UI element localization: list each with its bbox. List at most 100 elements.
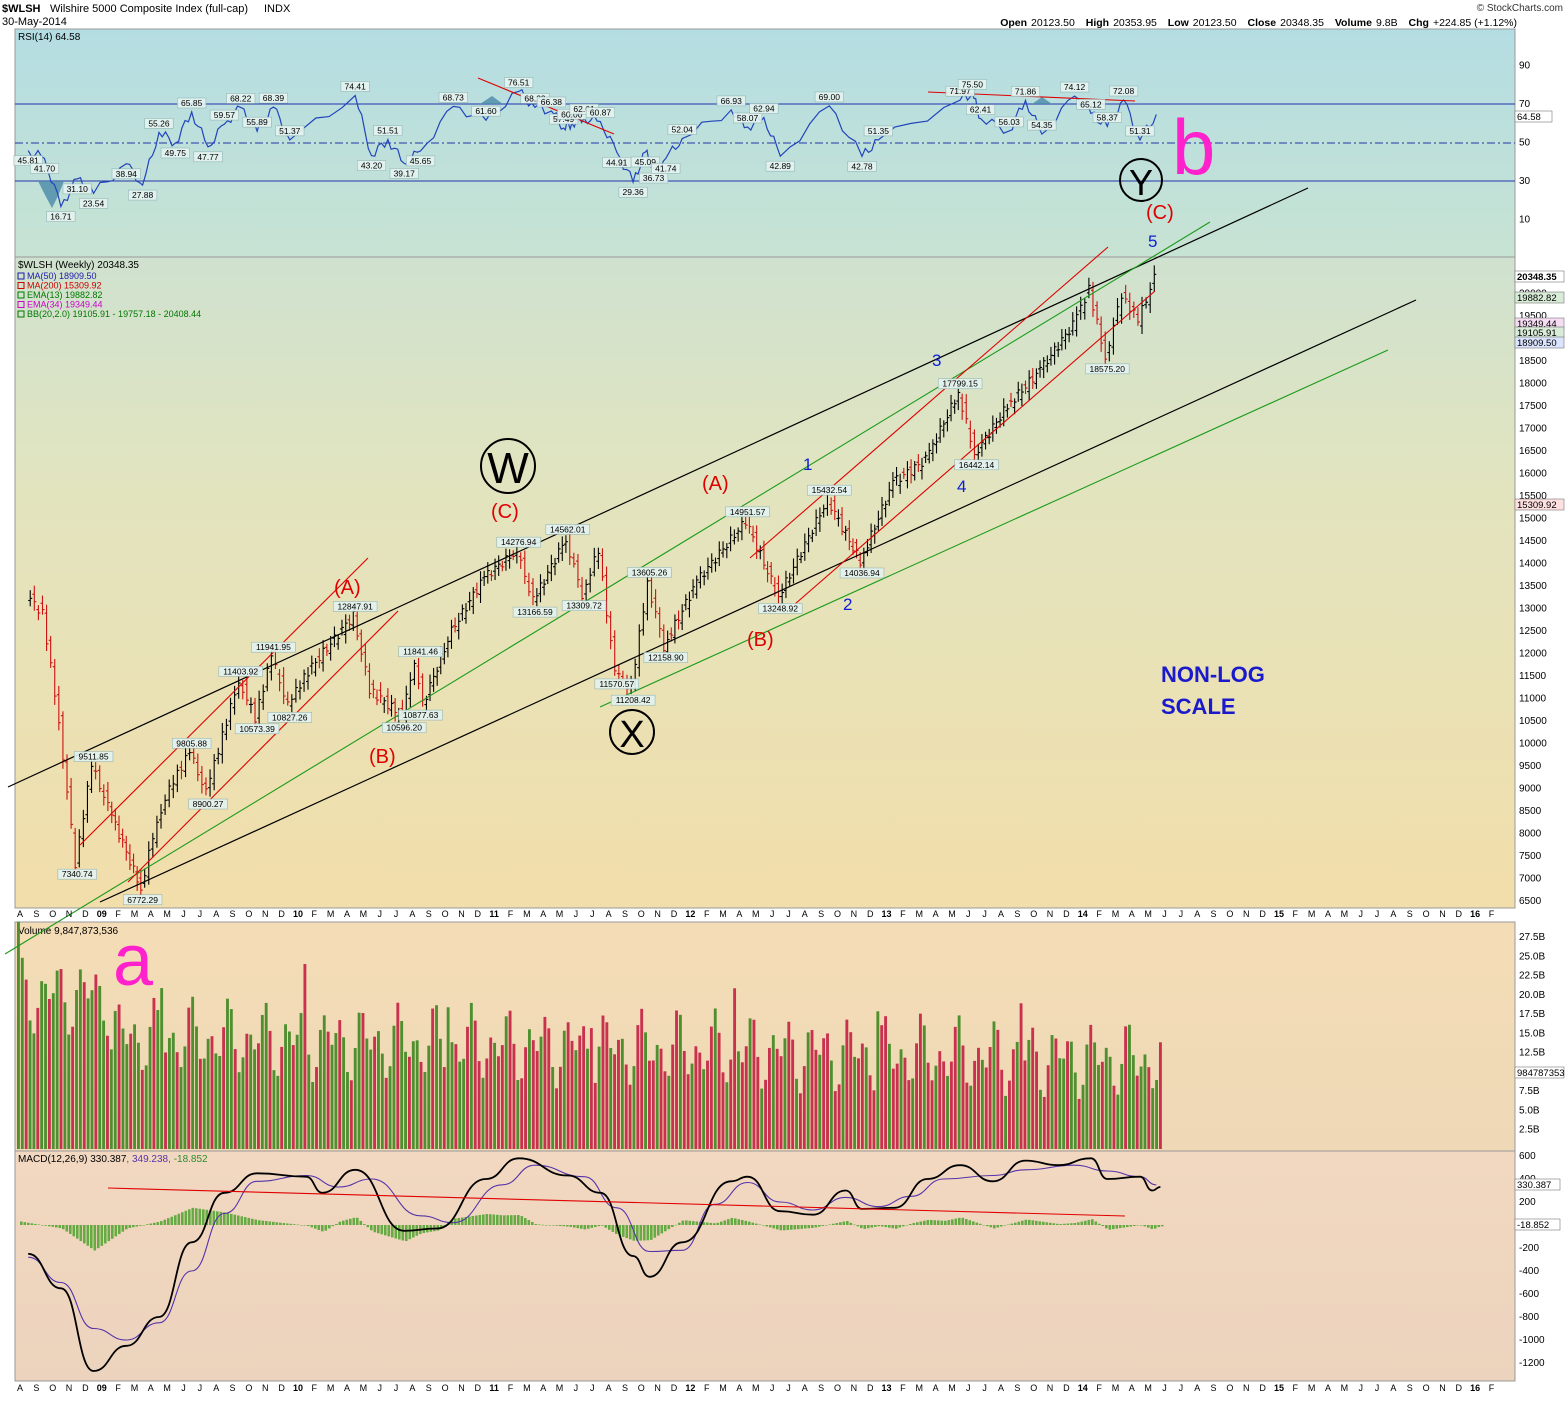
x-axis-month: D: [1456, 909, 1463, 919]
x-axis-month: S: [230, 1383, 236, 1393]
macd-histogram-bar: [874, 1225, 877, 1227]
svg-text:39.17: 39.17: [394, 168, 416, 178]
macd-histogram-bar: [181, 1212, 184, 1225]
price-bar: [1001, 398, 1006, 427]
x-axis-month: J: [770, 909, 775, 919]
volume-bar: [218, 1056, 222, 1149]
price-bar: [1082, 298, 1087, 320]
wave-label-A1: (A): [334, 577, 361, 599]
price-bar: [676, 610, 681, 630]
price-bar: [500, 560, 505, 572]
volume-bar: [191, 996, 195, 1149]
price-bar: [1140, 296, 1145, 335]
macd-histogram-bar: [156, 1222, 160, 1225]
macd-histogram-bar: [545, 1225, 548, 1226]
macd-histogram-bar: [898, 1225, 902, 1228]
macd-histogram-bar: [170, 1216, 174, 1225]
volume-bar: [613, 1054, 617, 1149]
price-bar: [442, 642, 447, 665]
macd-histogram-bar: [811, 1225, 814, 1228]
x-axis-month: A: [998, 909, 1004, 919]
volume-bar: [946, 1075, 949, 1149]
price-bar: [608, 611, 613, 650]
x-axis-month: D: [1456, 1383, 1463, 1393]
price-bar: [806, 527, 811, 553]
volume-bar: [868, 1075, 872, 1149]
rsi-data-label: 74.12: [1060, 81, 1090, 93]
macd-histogram-bar: [618, 1225, 622, 1236]
macd-histogram-bar: [692, 1221, 695, 1225]
macd-histogram-bar: [184, 1210, 188, 1225]
price-bar: [596, 547, 601, 570]
macd-histogram-bar: [188, 1209, 191, 1225]
svg-text:31.10: 31.10: [67, 184, 89, 194]
macd-histogram-bar: [538, 1224, 541, 1226]
macd-histogram-bar: [674, 1224, 678, 1226]
price-bar: [56, 685, 61, 731]
volume-bar: [113, 1010, 117, 1149]
macd-histogram-bar: [541, 1224, 545, 1226]
price-bar: [1012, 398, 1017, 415]
wave-annotations: (A) (B) (C) W X (A) (B) 1 2 3 4 5 a (C) …: [113, 103, 1265, 1001]
price-bar: [85, 780, 90, 823]
macd-histogram-bar: [1136, 1225, 1140, 1226]
rsi-data-label: 74.41: [340, 81, 370, 92]
macd-tick-label: -1000: [1519, 1335, 1545, 1346]
rsi-data-label: 38.94: [111, 168, 141, 180]
macd-histogram-bar: [1014, 1222, 1017, 1225]
volume-bar: [597, 1046, 601, 1149]
x-axis-month: A: [17, 909, 23, 919]
volume-bar: [524, 1047, 527, 1149]
macd-histogram-bar: [510, 1215, 513, 1225]
price-bar: [28, 590, 33, 607]
price-flag: 15309.92: [1517, 500, 1557, 511]
svg-text:47.77: 47.77: [197, 152, 219, 162]
macd-histogram-bar: [1038, 1221, 1042, 1225]
price-bar: [277, 668, 282, 692]
macd-histogram-bar: [863, 1225, 867, 1229]
volume-bar: [760, 1088, 764, 1149]
macd-histogram-bar: [51, 1225, 55, 1227]
macd-histogram-bar: [877, 1225, 881, 1227]
volume-bar: [551, 1066, 555, 1149]
x-axis-month: A: [148, 909, 154, 919]
x-axis-month: A: [998, 1383, 1004, 1393]
x-axis-month: N: [458, 909, 465, 919]
volume-bar: [504, 1016, 508, 1149]
volume-bar: [632, 1066, 636, 1149]
volume-bar: [694, 1046, 698, 1149]
rsi-data-label: 45.09: [630, 156, 660, 168]
volume-bar: [717, 1032, 721, 1149]
price-tick-label: 11500: [1519, 671, 1547, 682]
price-bar: [758, 545, 763, 560]
volume-bar: [462, 1058, 466, 1149]
x-axis-month: M: [327, 1383, 335, 1393]
macd-histogram-bar: [79, 1225, 83, 1242]
x-axis-month: M: [752, 1383, 760, 1393]
price-bar: [865, 539, 870, 557]
volume-bar: [179, 1066, 183, 1149]
macd-tick-label: -1200: [1519, 1358, 1545, 1369]
volume-bar: [148, 1026, 152, 1149]
macd-histogram-bar: [394, 1225, 398, 1239]
macd-histogram-bar: [160, 1221, 163, 1225]
volume-bar: [593, 1082, 597, 1149]
macd-histogram-bar: [163, 1219, 167, 1225]
volume-bar: [949, 1061, 953, 1149]
price-tick-label: 17500: [1519, 401, 1547, 412]
price-bar: [645, 574, 650, 621]
x-axis-month: J: [1375, 1383, 1380, 1393]
macd-histogram-bar: [247, 1217, 251, 1225]
x-axis-month: A: [933, 909, 939, 919]
rsi-data-label: 58.07: [733, 112, 763, 124]
price-bar: [637, 624, 642, 677]
rsi-data-label: 62.41: [966, 104, 996, 115]
svg-text:68.23: 68.23: [524, 93, 546, 103]
price-bar: [511, 550, 516, 561]
price-bar: [257, 690, 262, 727]
macd-histogram-bar: [265, 1221, 268, 1225]
macd-histogram-bar: [1028, 1219, 1031, 1225]
volume-bar: [1077, 1098, 1081, 1149]
macd-histogram-bar: [650, 1225, 653, 1240]
